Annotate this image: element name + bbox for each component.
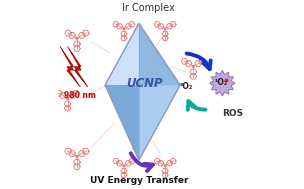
Circle shape (192, 65, 194, 67)
Text: ROS: ROS (222, 109, 243, 118)
Text: ¹O₂: ¹O₂ (215, 78, 228, 87)
Text: ³O₂: ³O₂ (179, 82, 192, 91)
Text: UCNP: UCNP (126, 77, 163, 90)
Polygon shape (139, 85, 180, 160)
FancyArrowPatch shape (188, 101, 206, 110)
FancyArrowPatch shape (131, 153, 153, 171)
Circle shape (225, 79, 228, 82)
Circle shape (76, 156, 78, 157)
Circle shape (164, 28, 166, 30)
Circle shape (76, 37, 78, 39)
Polygon shape (67, 46, 88, 87)
Circle shape (123, 165, 125, 167)
FancyArrowPatch shape (187, 53, 211, 69)
Circle shape (67, 97, 68, 99)
Circle shape (164, 165, 166, 167)
Circle shape (123, 28, 125, 30)
Text: UV Energy Transfer: UV Energy Transfer (90, 176, 188, 184)
Polygon shape (105, 23, 139, 85)
Text: 980 nm: 980 nm (64, 91, 96, 100)
Polygon shape (209, 70, 235, 96)
Polygon shape (139, 23, 180, 85)
Text: Ir Complex: Ir Complex (122, 3, 174, 13)
Polygon shape (60, 46, 80, 87)
Polygon shape (105, 85, 139, 160)
